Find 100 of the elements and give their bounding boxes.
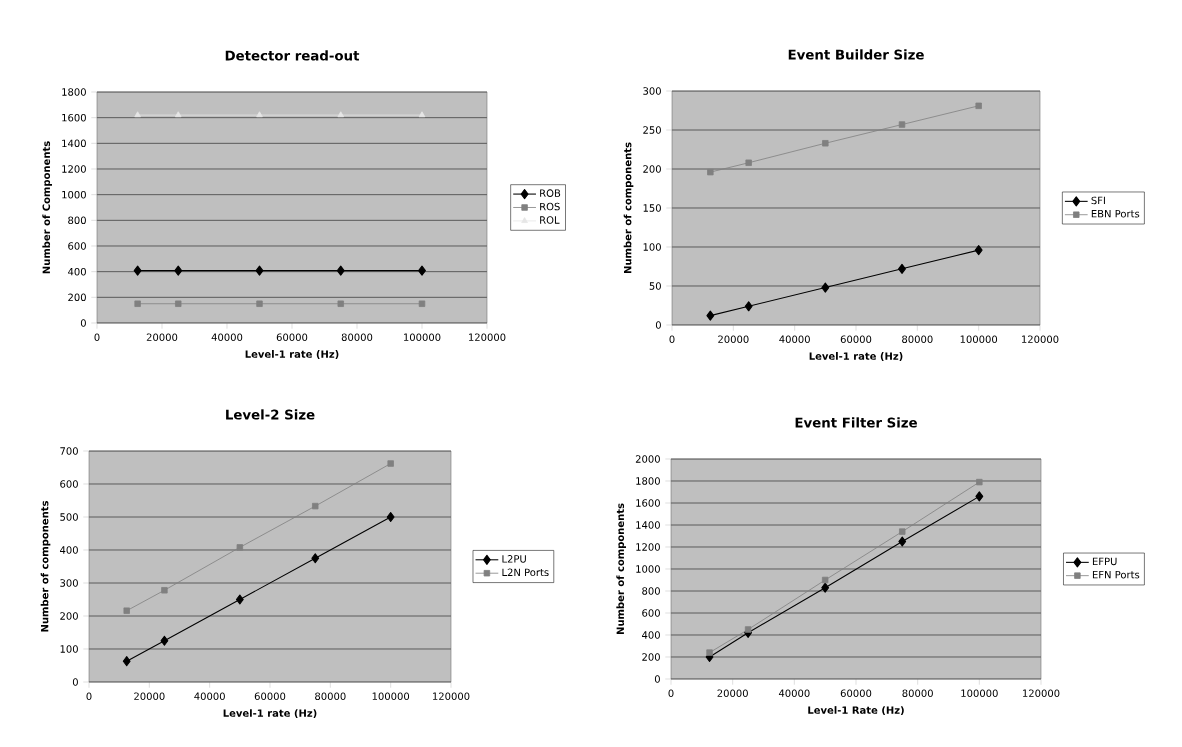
y-tick-label: 200 (68, 293, 86, 302)
y-tick-label: 0 (72, 678, 78, 686)
x-tick-label: 20000 (146, 333, 178, 341)
x-axis-title: Level-1 rate (Hz) (223, 709, 317, 719)
point (235, 594, 244, 605)
point (899, 528, 906, 535)
y-tick-label: 1000 (636, 565, 660, 573)
y-tick-label: 600 (60, 480, 78, 488)
y-tick-label: 1200 (636, 543, 660, 551)
x-tick-label: 80000 (902, 335, 933, 343)
y-tick-label: 600 (68, 242, 86, 250)
x-tick-label: 100000 (961, 689, 998, 697)
y-tick-label: 200 (60, 612, 78, 620)
point (256, 111, 263, 118)
point (161, 587, 168, 594)
point (418, 265, 426, 276)
x-tick-label: 80000 (902, 689, 933, 697)
point (311, 553, 320, 564)
x-tick-label: 20000 (134, 692, 165, 700)
point (975, 491, 984, 502)
y-tick-label: 0 (655, 321, 661, 329)
point (745, 159, 752, 166)
point (123, 607, 130, 614)
point (821, 576, 829, 584)
point (174, 111, 182, 118)
point (975, 102, 982, 110)
x-tick-label: 40000 (778, 689, 810, 697)
x-tick-label: 0 (668, 689, 674, 697)
legend-label: ROS (540, 202, 560, 211)
x-tick-label: 80000 (315, 692, 346, 700)
point (336, 265, 345, 276)
point (134, 300, 141, 307)
y-tick-label: 800 (642, 587, 660, 595)
y-tick-label: 700 (60, 447, 78, 455)
point (707, 168, 714, 176)
chart-title: Detector read-out (225, 50, 360, 61)
point (706, 310, 715, 321)
point (898, 121, 906, 128)
y-tick-label: 2000 (635, 455, 660, 463)
y-tick-label: 200 (642, 653, 660, 661)
point (174, 265, 183, 276)
y-tick-label: 1800 (636, 477, 660, 485)
point (821, 582, 830, 593)
x-tick-label: 0 (94, 333, 100, 341)
x-tick-label: 40000 (211, 333, 243, 341)
x-axis-title: Level-1 Rate (Hz) (808, 706, 904, 716)
y-axis-title: Number of Components (42, 141, 52, 274)
y-tick-label: 300 (60, 579, 78, 587)
point (133, 265, 142, 276)
y-tick-label: 200 (643, 165, 661, 173)
x-tick-label: 40000 (194, 692, 225, 700)
y-tick-label: 100 (643, 243, 661, 251)
y-tick-label: 1200 (62, 165, 86, 173)
y-tick-label: 100 (60, 645, 78, 653)
x-tick-label: 120000 (1023, 689, 1060, 697)
x-axis-title: Level-1 rate (Hz) (809, 352, 903, 362)
x-tick-label: 20000 (718, 335, 749, 343)
y-tick-label: 1000 (62, 190, 86, 199)
y-tick-label: 1600 (636, 499, 660, 507)
y-tick-label: 0 (80, 319, 86, 327)
point (122, 656, 131, 667)
legend-label: EFPU (1092, 557, 1117, 566)
y-tick-label: 400 (59, 546, 78, 554)
x-tick-label: 60000 (254, 692, 286, 700)
point (418, 111, 426, 118)
x-tick-label: 120000 (1022, 335, 1059, 343)
point (386, 511, 395, 523)
point (974, 245, 983, 256)
x-tick-label: 80000 (341, 333, 373, 341)
point (821, 282, 830, 293)
point (387, 460, 394, 467)
x-tick-label: 60000 (276, 333, 308, 341)
y-tick-label: 0 (654, 675, 660, 683)
point (256, 300, 263, 307)
y-tick-label: 300 (643, 87, 661, 95)
x-tick-label: 60000 (840, 689, 872, 697)
y-tick-label: 150 (643, 204, 661, 212)
y-tick-label: 800 (68, 216, 86, 225)
point (744, 301, 753, 312)
y-axis-title: Number of components (623, 142, 634, 274)
chart-title: Level-2 Size (226, 409, 315, 420)
point (312, 502, 319, 510)
y-tick-label: 50 (649, 282, 661, 290)
point (976, 478, 983, 486)
legend-label: SFI (1091, 196, 1105, 205)
x-tick-label: 120000 (433, 692, 470, 700)
point (337, 111, 345, 118)
x-tick-label: 100000 (960, 335, 998, 343)
point (418, 300, 426, 307)
y-axis-title: Number of components (40, 501, 51, 632)
y-tick-label: 400 (67, 267, 86, 276)
point (134, 111, 141, 118)
y-axis-title: Number of components (616, 503, 626, 635)
y-tick-label: 1400 (62, 139, 86, 148)
x-axis-title: Level-1 rate (Hz) (245, 350, 339, 360)
legend-label: ROB (540, 189, 561, 197)
y-tick-label: 1600 (62, 113, 86, 122)
point (706, 649, 713, 656)
y-tick-label: 500 (60, 513, 78, 521)
point (898, 536, 907, 547)
